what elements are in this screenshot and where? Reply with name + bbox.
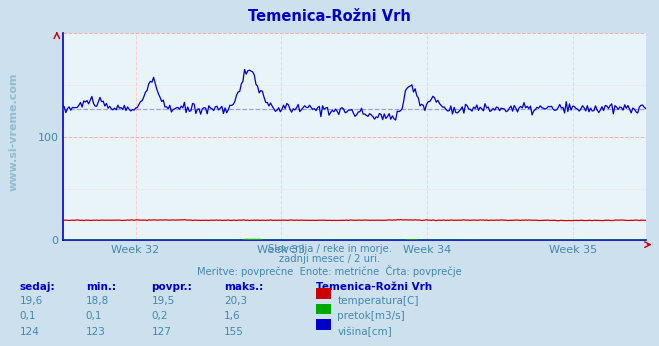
Text: 20,3: 20,3 bbox=[224, 296, 247, 306]
Text: višina[cm]: višina[cm] bbox=[337, 327, 392, 337]
Text: 127: 127 bbox=[152, 327, 171, 337]
Text: 0,1: 0,1 bbox=[86, 311, 102, 321]
Text: Temenica-Rožni Vrh: Temenica-Rožni Vrh bbox=[248, 9, 411, 24]
Text: sedaj:: sedaj: bbox=[20, 282, 55, 292]
Text: 19,5: 19,5 bbox=[152, 296, 175, 306]
Text: 1,6: 1,6 bbox=[224, 311, 241, 321]
Text: www.si-vreme.com: www.si-vreme.com bbox=[9, 72, 18, 191]
Text: 123: 123 bbox=[86, 327, 105, 337]
Text: 155: 155 bbox=[224, 327, 244, 337]
Text: 18,8: 18,8 bbox=[86, 296, 109, 306]
Text: 19,6: 19,6 bbox=[20, 296, 43, 306]
Text: 0,2: 0,2 bbox=[152, 311, 168, 321]
Text: Meritve: povprečne  Enote: metrične  Črta: povprečje: Meritve: povprečne Enote: metrične Črta:… bbox=[197, 265, 462, 277]
Text: temperatura[C]: temperatura[C] bbox=[337, 296, 419, 306]
Text: 0,1: 0,1 bbox=[20, 311, 36, 321]
Text: 124: 124 bbox=[20, 327, 40, 337]
Text: Temenica-Rožni Vrh: Temenica-Rožni Vrh bbox=[316, 282, 432, 292]
Text: maks.:: maks.: bbox=[224, 282, 264, 292]
Text: pretok[m3/s]: pretok[m3/s] bbox=[337, 311, 405, 321]
Text: povpr.:: povpr.: bbox=[152, 282, 192, 292]
Text: zadnji mesec / 2 uri.: zadnji mesec / 2 uri. bbox=[279, 254, 380, 264]
Text: min.:: min.: bbox=[86, 282, 116, 292]
Text: Slovenija / reke in morje.: Slovenija / reke in morje. bbox=[268, 244, 391, 254]
